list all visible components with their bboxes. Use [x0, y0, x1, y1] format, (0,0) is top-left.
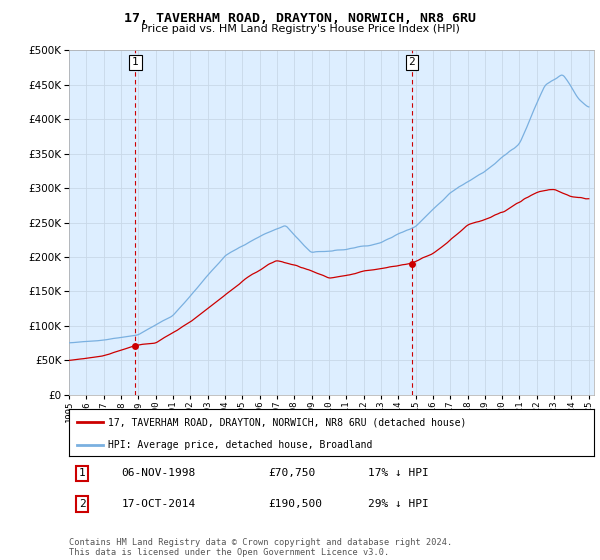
Text: 17, TAVERHAM ROAD, DRAYTON, NORWICH, NR8 6RU (detached house): 17, TAVERHAM ROAD, DRAYTON, NORWICH, NR8…	[109, 417, 467, 427]
Text: 1: 1	[79, 468, 86, 478]
Text: 06-NOV-1998: 06-NOV-1998	[121, 468, 196, 478]
Text: £70,750: £70,750	[269, 468, 316, 478]
Text: 1: 1	[132, 57, 139, 67]
Text: 17-OCT-2014: 17-OCT-2014	[121, 499, 196, 509]
Text: £190,500: £190,500	[269, 499, 323, 509]
Text: 17% ↓ HPI: 17% ↓ HPI	[368, 468, 429, 478]
Text: 2: 2	[409, 57, 415, 67]
Text: HPI: Average price, detached house, Broadland: HPI: Average price, detached house, Broa…	[109, 440, 373, 450]
Text: Contains HM Land Registry data © Crown copyright and database right 2024.
This d: Contains HM Land Registry data © Crown c…	[69, 538, 452, 557]
Text: 2: 2	[79, 499, 86, 509]
Text: 29% ↓ HPI: 29% ↓ HPI	[368, 499, 429, 509]
Text: 17, TAVERHAM ROAD, DRAYTON, NORWICH, NR8 6RU: 17, TAVERHAM ROAD, DRAYTON, NORWICH, NR8…	[124, 12, 476, 25]
Text: Price paid vs. HM Land Registry's House Price Index (HPI): Price paid vs. HM Land Registry's House …	[140, 24, 460, 34]
